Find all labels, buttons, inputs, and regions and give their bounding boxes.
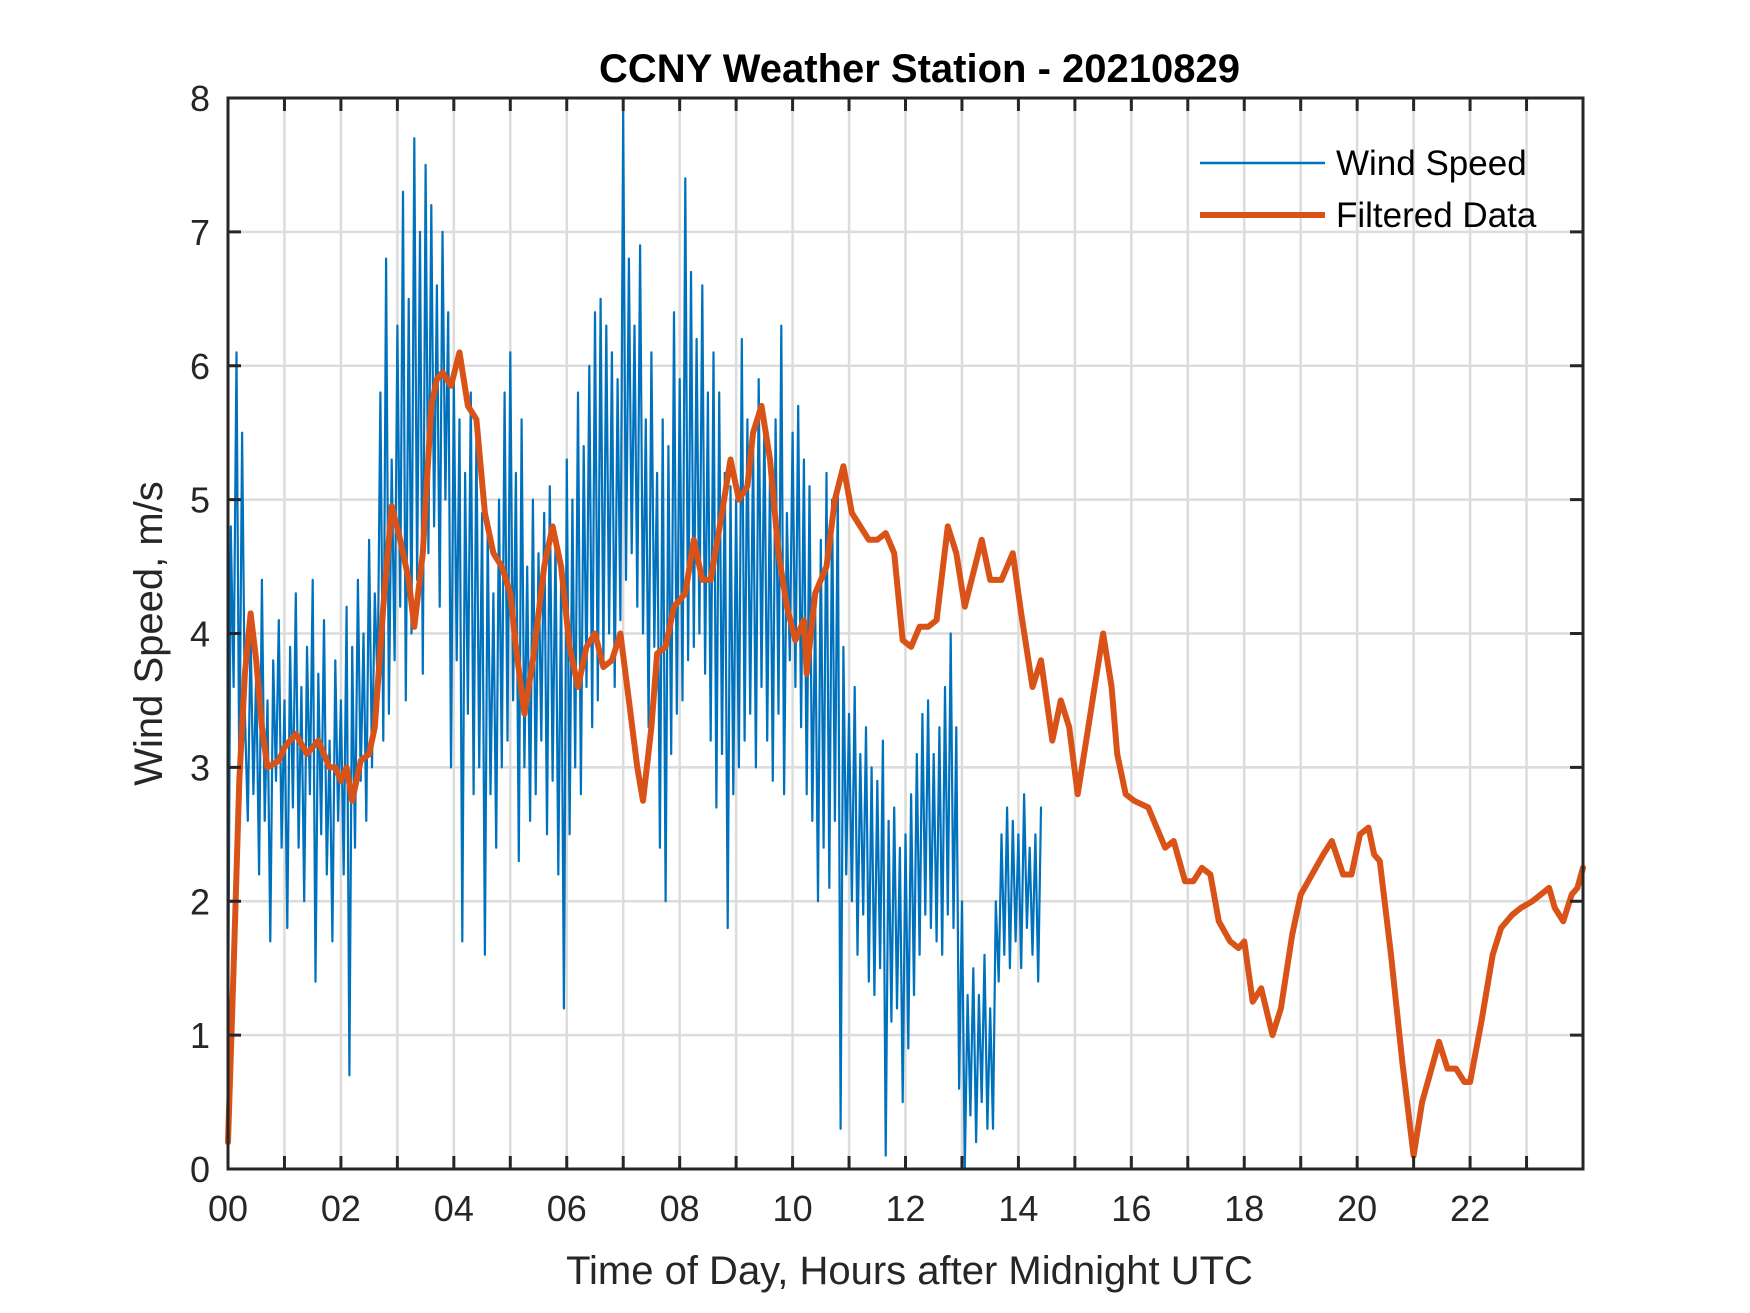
legend-label-wind-speed: Wind Speed xyxy=(1336,144,1527,183)
x-tick-label: 02 xyxy=(321,1188,361,1229)
y-tick-label: 8 xyxy=(190,78,210,119)
series-line-wind-speed xyxy=(226,110,1043,1171)
x-tick-label: 16 xyxy=(1111,1188,1151,1229)
x-tick-label: 12 xyxy=(885,1188,925,1229)
y-tick-label: 2 xyxy=(190,881,210,922)
y-tick-label: 4 xyxy=(190,614,210,655)
x-tick-label: 08 xyxy=(660,1188,700,1229)
series-layer xyxy=(225,110,1586,1171)
legend: Wind Speed Filtered Data xyxy=(1200,144,1537,235)
y-tick-label: 3 xyxy=(190,747,210,788)
x-axis-label: Time of Day, Hours after Midnight UTC xyxy=(566,1249,1253,1293)
legend-label-filtered-data: Filtered Data xyxy=(1336,196,1537,235)
y-tick-label: 5 xyxy=(190,480,210,521)
series-line-filtered-data xyxy=(225,349,1586,1159)
y-tick-label: 1 xyxy=(190,1015,210,1056)
x-tick-label: 22 xyxy=(1450,1188,1490,1229)
x-tick-label: 06 xyxy=(547,1188,587,1229)
x-tick-label: 00 xyxy=(208,1188,248,1229)
x-tick-label: 10 xyxy=(773,1188,813,1229)
y-tick-label: 7 xyxy=(190,212,210,253)
axes xyxy=(226,96,1585,1171)
x-tick-label: 14 xyxy=(998,1188,1038,1229)
chart-title: CCNY Weather Station - 20210829 xyxy=(599,47,1240,91)
x-tick-label: 18 xyxy=(1224,1188,1264,1229)
x-tick-label: 04 xyxy=(434,1188,474,1229)
y-tick-label: 6 xyxy=(190,346,210,387)
x-tick-label: 20 xyxy=(1337,1188,1377,1229)
y-axis-label: Wind Speed, m/s xyxy=(127,481,171,786)
y-tick-label: 0 xyxy=(190,1149,210,1190)
